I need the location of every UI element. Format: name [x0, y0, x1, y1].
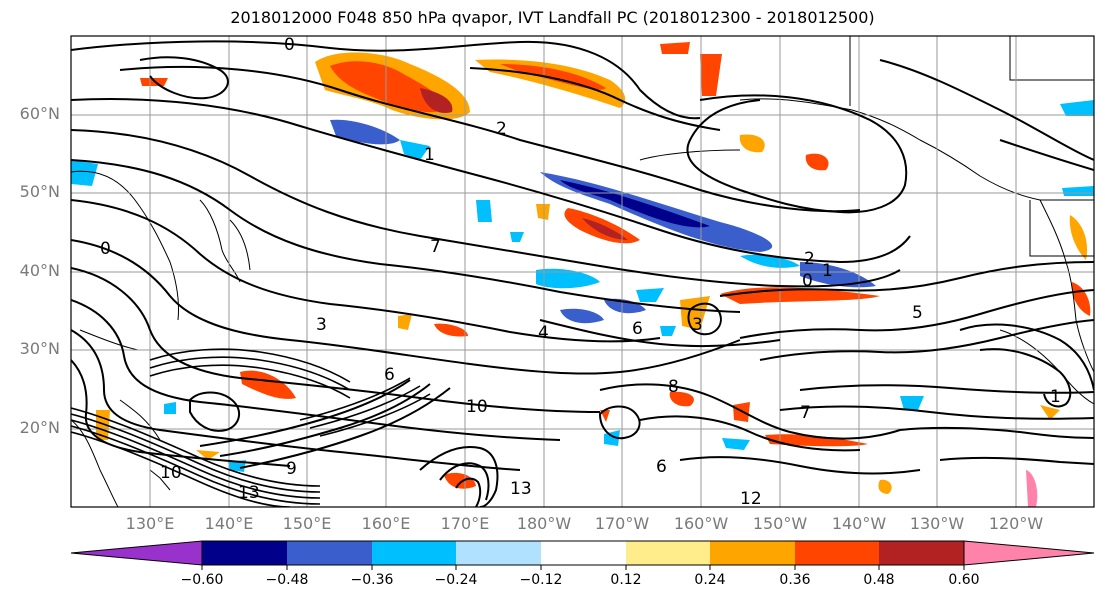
contour-label: 10 — [160, 463, 182, 483]
map-title: 2018012000 F048 850 hPa qvapor, IVT Land… — [230, 8, 875, 27]
colorbar-tick-label: 0.60 — [948, 572, 980, 588]
colorbar-tick-label: 0.48 — [863, 572, 895, 588]
contour-label: 1 — [1050, 387, 1061, 407]
lon-label: 160°W — [673, 514, 729, 533]
lat-label: 20°N — [19, 418, 60, 437]
colorbar-segment — [879, 541, 964, 565]
colorbar — [70, 540, 1095, 570]
contour-label: 7 — [430, 237, 441, 257]
lon-label: 150°E — [282, 514, 332, 533]
colorbar-tick-label: −0.36 — [350, 572, 394, 588]
contour-label: 1 — [424, 145, 435, 165]
lon-label: 140°E — [204, 514, 254, 533]
lat-label: 50°N — [19, 182, 60, 201]
contour-label: 3 — [692, 315, 703, 335]
contour-label: 8 — [668, 377, 679, 397]
contour-label: 2 — [496, 119, 507, 139]
colorbar-segment — [541, 541, 626, 565]
colorbar-segment — [795, 541, 879, 565]
contour-label: 13 — [510, 479, 532, 499]
colorbar-tick-label: 0.36 — [779, 572, 811, 588]
contour-label: 0 — [802, 271, 813, 291]
lon-label: 120°W — [988, 514, 1044, 533]
contour-label: 4 — [538, 323, 549, 343]
contour-label: 3 — [316, 315, 327, 335]
colorbar-tick-label: −0.60 — [180, 572, 224, 588]
contour-label: 2 — [804, 249, 815, 269]
contour-label: 7 — [800, 403, 811, 423]
contour-bundle — [71, 348, 431, 507]
contour-label: 6 — [632, 319, 643, 339]
lon-label: 140°W — [831, 514, 887, 533]
colorbar-tick-label: 0.24 — [694, 572, 726, 588]
contour-label: 12 — [740, 489, 762, 509]
contour-label: 1 — [822, 261, 833, 281]
gridlines — [71, 36, 1094, 507]
contour-label-group: 0 0 0 1 1 1 2 2 3 3 4 5 6 6 6 7 7 8 9 10… — [100, 35, 1061, 509]
contour-label: 6 — [656, 457, 667, 477]
lon-label: 150°W — [752, 514, 808, 533]
lat-label: 40°N — [19, 261, 60, 280]
colorbar-tick-label: −0.48 — [265, 572, 309, 588]
contour-label: 5 — [912, 303, 923, 323]
lon-label: 160°E — [361, 514, 411, 533]
colorbar-tick-label: 0.12 — [610, 572, 642, 588]
lon-label: 170°W — [594, 514, 650, 533]
colorbar-tick-label: −0.12 — [519, 572, 563, 588]
contour-label: 9 — [286, 459, 297, 479]
lat-label: 30°N — [19, 339, 60, 358]
colorbar-segment — [710, 541, 795, 565]
lon-label: 170°E — [440, 514, 490, 533]
map-frame — [70, 35, 1095, 508]
map-panel: 0 0 0 1 1 1 2 2 3 3 4 5 6 6 6 7 7 8 9 10… — [71, 35, 1094, 509]
contour-label: 0 — [100, 239, 111, 259]
colorbar-segment — [202, 541, 287, 565]
colorbar-segment — [626, 541, 710, 565]
colorbar-segment — [456, 541, 541, 565]
lat-label: 60°N — [19, 104, 60, 123]
contour-label: 6 — [384, 365, 395, 385]
colorbar-segment — [287, 541, 372, 565]
colorbar-extend-min — [70, 540, 203, 566]
lon-label: 130°E — [125, 514, 175, 533]
contour-lines — [71, 40, 1094, 507]
colorbar-extend-max — [963, 540, 1095, 566]
contour-label: 0 — [284, 35, 295, 55]
contour-label: 13 — [238, 483, 260, 503]
lon-label: 180°W — [516, 514, 572, 533]
lon-label: 130°W — [909, 514, 965, 533]
colorbar-tick-label: −0.24 — [434, 572, 478, 588]
colorbar-segment — [372, 541, 456, 565]
shaded-anomalies — [71, 42, 1094, 507]
contour-label: 10 — [466, 397, 488, 417]
